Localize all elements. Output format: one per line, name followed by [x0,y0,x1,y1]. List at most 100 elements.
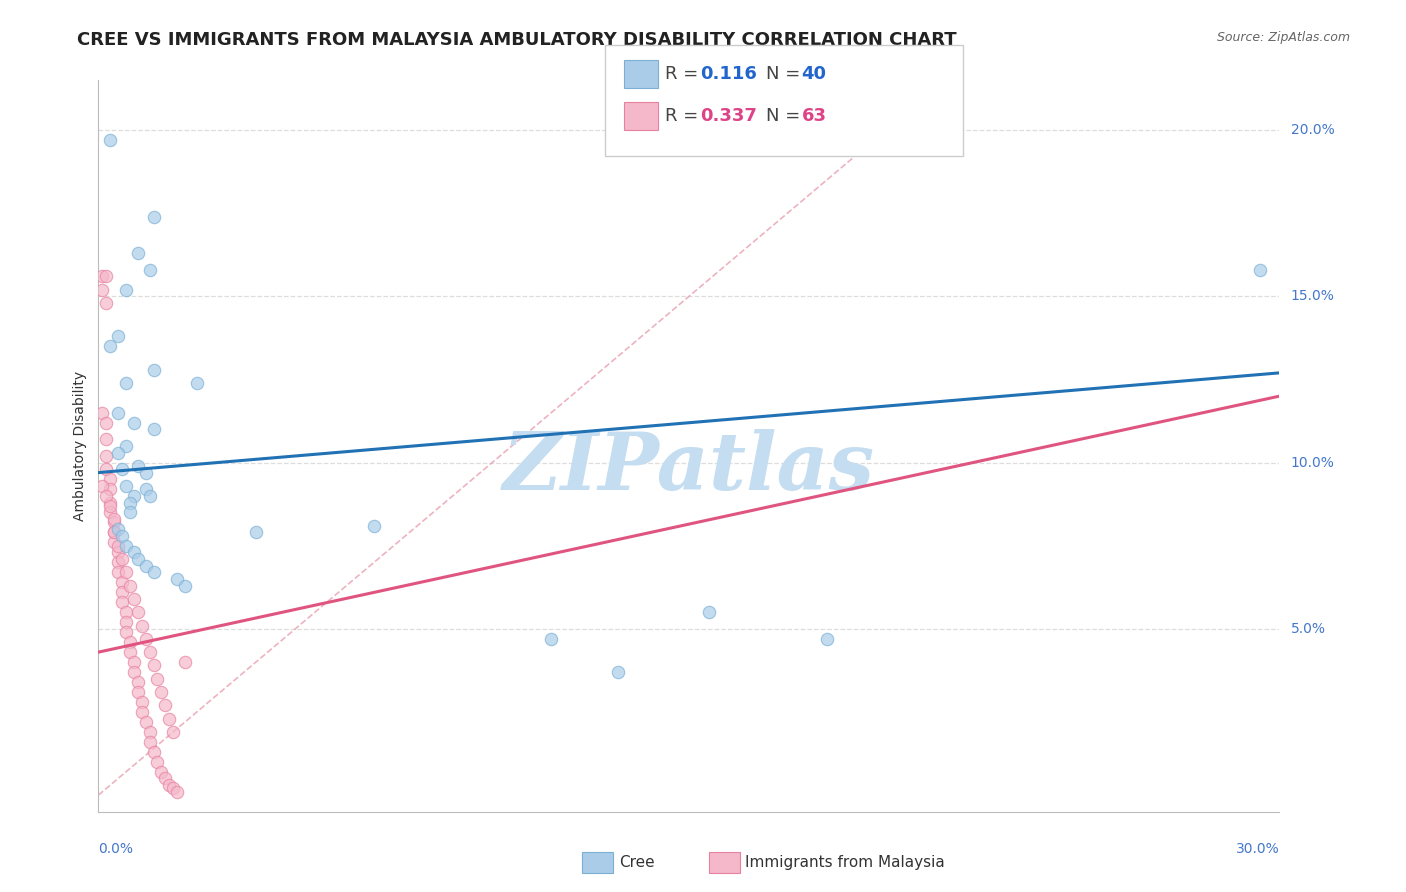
Point [142,658,165,673]
Point [127,458,149,473]
Point [815,632,838,646]
Point [138,645,160,659]
Point [111,529,134,543]
Text: 0.337: 0.337 [700,107,756,125]
Point [91,269,114,284]
Point [135,482,157,496]
Point [107,539,129,553]
Point [122,591,145,606]
Point [98,495,121,509]
Text: 20.0%: 20.0% [1291,123,1334,137]
Point [115,625,138,640]
Point [103,525,125,540]
Point [107,522,129,536]
Point [107,406,129,420]
Point [131,618,153,632]
Point [118,645,141,659]
Point [96,296,118,310]
Point [115,615,138,630]
Point [162,781,184,796]
Point [111,585,134,599]
Point [111,552,134,566]
Point [98,133,121,147]
Point [127,246,149,260]
Point [103,535,125,549]
Point [142,422,165,436]
Point [122,545,145,559]
Point [138,262,160,277]
Point [363,518,385,533]
Point [155,772,177,786]
Point [107,445,129,459]
Point [98,506,121,520]
Point [115,439,138,453]
Text: R =: R = [665,107,704,125]
Point [122,489,145,503]
Point [135,558,157,573]
Text: R =: R = [665,65,704,83]
Point [115,605,138,619]
Point [103,525,125,540]
Point [127,675,149,690]
Text: Immigrants from Malaysia: Immigrants from Malaysia [745,855,945,870]
Point [118,579,141,593]
Point [115,539,138,553]
Point [146,672,169,686]
Point [135,466,157,480]
Point [91,406,114,420]
Text: Cree: Cree [619,855,654,870]
Point [98,472,121,486]
Point [107,545,129,559]
Point [107,329,129,343]
Point [146,755,169,769]
Point [91,283,114,297]
Text: 5.0%: 5.0% [1291,622,1326,636]
Point [142,566,165,580]
Text: 0.116: 0.116 [700,65,756,83]
Text: 30.0%: 30.0% [1236,842,1279,856]
Point [96,489,118,503]
Point [150,764,173,779]
Point [115,376,138,390]
Text: N =: N = [766,65,806,83]
Text: 15.0%: 15.0% [1291,289,1334,303]
Text: CREE VS IMMIGRANTS FROM MALAYSIA AMBULATORY DISABILITY CORRELATION CHART: CREE VS IMMIGRANTS FROM MALAYSIA AMBULAT… [77,31,957,49]
Point [135,714,157,729]
Point [115,566,138,580]
Text: Source: ZipAtlas.com: Source: ZipAtlas.com [1216,31,1350,45]
Point [122,655,145,669]
Point [186,376,208,390]
Point [98,499,121,513]
Text: 63: 63 [801,107,827,125]
Point [138,489,160,503]
Point [150,685,173,699]
Point [103,512,125,526]
Point [142,210,165,224]
Y-axis label: Ambulatory Disability: Ambulatory Disability [73,371,87,521]
Point [96,269,118,284]
Point [166,572,188,586]
Text: 10.0%: 10.0% [1291,456,1334,469]
Point [103,516,125,530]
Text: ZIPatlas: ZIPatlas [503,429,875,507]
Point [245,525,267,540]
Point [142,745,165,759]
Point [96,462,118,476]
Point [96,433,118,447]
Point [115,283,138,297]
Point [127,605,149,619]
Point [138,735,160,749]
Point [157,712,180,726]
Point [107,566,129,580]
Point [1249,262,1271,277]
Point [135,632,157,646]
Point [115,479,138,493]
Point [131,705,153,719]
Point [697,605,720,619]
Point [98,482,121,496]
Point [157,778,180,792]
Point [138,725,160,739]
Point [142,362,165,376]
Point [131,695,153,709]
Point [118,495,141,509]
